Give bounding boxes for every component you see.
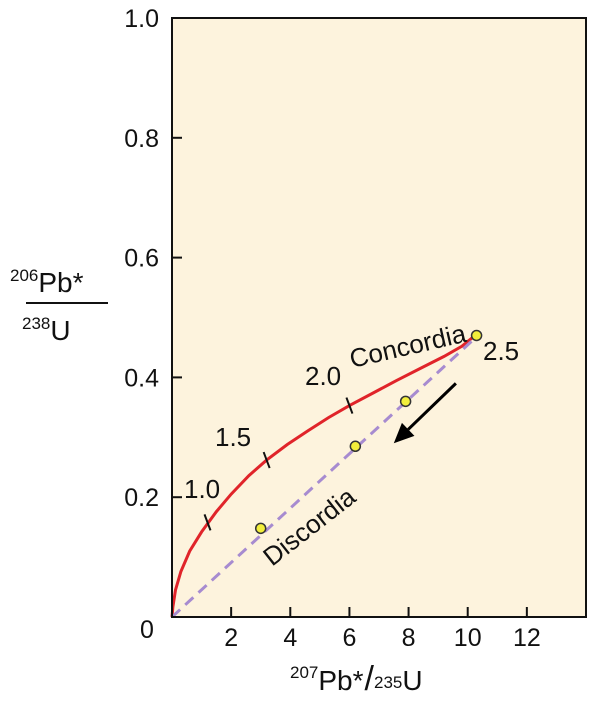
y-tick-label: 0.2 xyxy=(124,484,159,512)
y-label-num-main: Pb* xyxy=(38,267,83,298)
origin-label: 0 xyxy=(140,616,154,644)
sample-point xyxy=(349,440,362,453)
age-label: 2.5 xyxy=(483,336,519,366)
y-axis-label: 206Pb* 238U xyxy=(10,266,108,346)
x-label-sup2: 235 xyxy=(374,673,402,692)
sample-point xyxy=(470,329,483,342)
sample-point xyxy=(399,395,412,408)
x-tick-label: 2 xyxy=(224,624,238,652)
svg-text:206Pb*: 206Pb* xyxy=(10,266,84,298)
y-label-num-sup: 206 xyxy=(10,266,38,285)
y-tick-label: 0.4 xyxy=(124,364,159,392)
age-tick-mark xyxy=(345,397,354,414)
svg-text:238U: 238U xyxy=(22,314,71,346)
data-points xyxy=(254,329,483,535)
x-axis-label: 207Pb*/235U xyxy=(290,660,423,698)
x-tick-label: 4 xyxy=(283,624,297,652)
age-tick-mark xyxy=(203,514,212,531)
y-tick-label: 0.8 xyxy=(124,125,159,153)
age-label: 1.5 xyxy=(215,422,251,452)
y-axis-ticks: 0.2 0.4 0.6 0.8 1.0 xyxy=(124,5,182,512)
y-tick-label: 0.6 xyxy=(124,245,159,273)
age-tick-mark xyxy=(262,451,271,469)
x-axis-ticks: 2 4 6 8 10 12 xyxy=(224,607,541,652)
plot-background xyxy=(172,18,586,617)
trend-arrow-shaft xyxy=(407,382,457,431)
x-label-sup1: 207 xyxy=(290,663,318,682)
age-label: 2.0 xyxy=(305,361,341,391)
concordia-line xyxy=(170,335,475,618)
x-tick-label: 12 xyxy=(513,624,541,652)
series-layer xyxy=(170,335,478,619)
x-tick-label: 10 xyxy=(454,624,482,652)
sample-point xyxy=(254,522,267,535)
x-tick-label: 6 xyxy=(342,624,356,652)
discordia-line xyxy=(170,335,478,619)
x-label-sep: / xyxy=(365,660,375,698)
y-label-den-sup: 238 xyxy=(22,314,50,333)
x-label-main2: U xyxy=(402,665,422,696)
y-tick-label: 1.0 xyxy=(124,5,159,33)
x-tick-label: 8 xyxy=(402,624,416,652)
x-label-main1: Pb* xyxy=(318,665,363,696)
plot-frame xyxy=(171,17,587,618)
age-label: 1.0 xyxy=(184,474,220,504)
trend-arrow-head xyxy=(393,422,415,444)
y-label-den-main: U xyxy=(50,315,70,346)
